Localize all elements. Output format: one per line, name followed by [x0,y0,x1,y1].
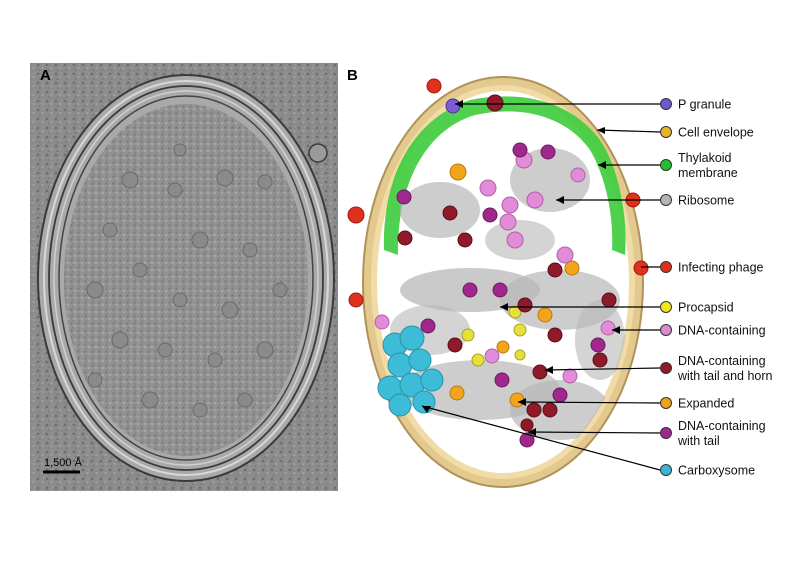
legend-swatch-ribosome [660,194,672,206]
legend-swatch-carboxysome [660,464,672,476]
scale-bar-label: 1,500 Å [44,456,83,469]
panel-b-letter: B [347,67,358,84]
legend-label-thylakoid-membrane: Thylakoid [678,151,732,165]
legend-label-dna-containing-tail-horn: DNA-containing [678,354,766,368]
legend-label-infecting-phage: Infecting phage [678,261,764,275]
legend-item-p-granule: P granule [660,98,731,112]
legend-item-carboxysome: Carboxysome [660,464,755,478]
legend-item-cell-envelope: Cell envelope [660,126,754,140]
dna-tail-horn-capsids [397,94,617,432]
leader-arrowheads [422,100,620,436]
legend-swatch-dna-containing [660,324,672,336]
legend-swatch-expanded [660,397,672,409]
dna-tail-capsids [396,142,606,448]
p-granule-shape [445,98,461,114]
panel-a: 1,500 Å A [30,63,338,491]
legend-swatch-infecting-phage [660,261,672,273]
legend-swatch-dna-containing-tail [660,427,672,439]
legend-label-dna-containing-tail-horn: with tail and horn [677,369,773,383]
legend-label-expanded: Expanded [678,397,734,411]
panel-a-letter: A [40,67,51,84]
legend-label-dna-containing-tail: DNA-containing [678,419,766,433]
dna-containing-capsids [374,151,616,384]
legend-swatch-p-granule [660,98,672,110]
legend-item-procapsid: Procapsid [660,301,734,315]
particles [86,143,288,418]
legend-label-carboxysome: Carboxysome [678,464,755,478]
legend-label-p-granule: P granule [678,98,731,112]
legend-item-dna-containing: DNA-containing [660,324,766,338]
legend-label-cell-envelope: Cell envelope [678,126,754,140]
legend-item-expanded: Expanded [660,397,734,411]
legend-label-dna-containing-tail: with tail [677,434,720,448]
procapsids [461,305,527,367]
legend-item-ribosome: Ribosome [660,194,734,208]
legend-label-thylakoid-membrane: membrane [678,166,738,180]
vesicle [308,143,328,163]
cytoplasm [64,104,308,456]
legend-label-dna-containing: DNA-containing [678,324,766,338]
expanded-capsids [449,163,580,408]
panel-b: B [347,67,773,488]
legend-swatch-procapsid [660,301,672,313]
legend-label-procapsid: Procapsid [678,301,734,315]
legend-item-infecting-phage: Infecting phage [660,261,764,275]
legend-swatch-dna-containing-tail-horn [660,362,672,374]
legend-swatch-cell-envelope [660,126,672,138]
carboxysome-cluster [377,325,444,417]
legend-label-ribosome: Ribosome [678,194,734,208]
legend-swatch-thylakoid-membrane [660,159,672,171]
